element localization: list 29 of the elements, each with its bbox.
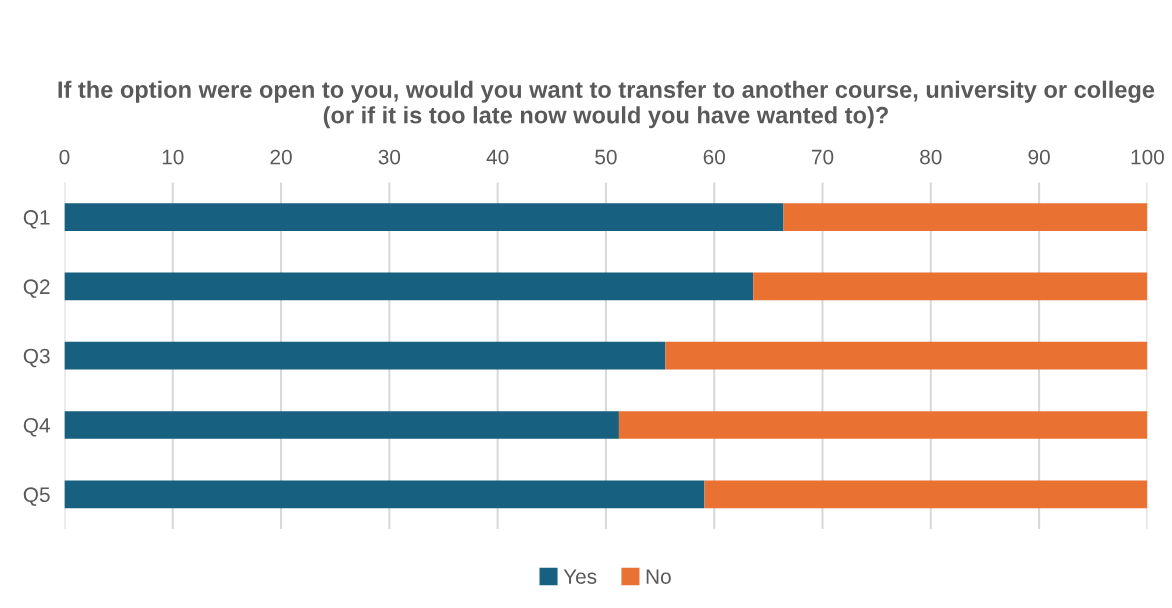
bar [64, 411, 619, 439]
x-tick-label: 50 [595, 149, 617, 165]
legend-label: No [646, 569, 671, 584]
x-tick-label: 0 [59, 149, 70, 165]
bar [64, 203, 784, 231]
x-tick-label: 30 [378, 149, 401, 165]
bar [704, 480, 1148, 509]
y-tick-label: Q3 [23, 348, 50, 368]
bar [753, 272, 1148, 301]
x-tick-label: 80 [920, 149, 942, 165]
y-tick-label: Q5 [23, 487, 50, 506]
bar [64, 480, 705, 509]
x-tick-label: 40 [486, 149, 509, 165]
legend-label: Yes [563, 569, 597, 584]
x-tick-label: 60 [703, 149, 725, 165]
x-tick-label: 90 [1028, 149, 1050, 165]
y-tick-label: Q1 [23, 210, 50, 229]
x-tick-label: 70 [811, 149, 834, 165]
bar [618, 411, 1148, 439]
bar [64, 341, 666, 370]
y-tick-label: Q4 [23, 417, 50, 437]
x-tick-label: 20 [270, 149, 292, 165]
bar [64, 272, 754, 301]
chart-title: If the option were open to you, would you want to transfer to another course, university or college (or if it is too late now would you have wanted to)? [58, 80, 1155, 129]
x-tick-label: 100 [1131, 149, 1164, 165]
x-tick-label: 10 [162, 149, 184, 165]
bar [665, 341, 1148, 370]
bar [783, 203, 1148, 231]
y-tick-label: Q2 [23, 279, 50, 298]
